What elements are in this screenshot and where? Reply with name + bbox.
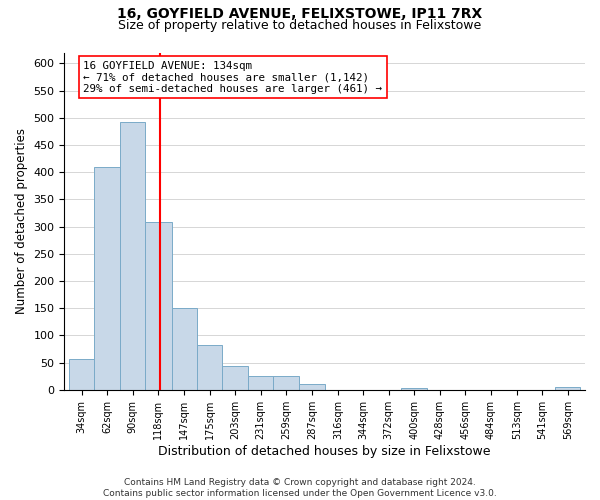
Text: Contains HM Land Registry data © Crown copyright and database right 2024.
Contai: Contains HM Land Registry data © Crown c… [103, 478, 497, 498]
Bar [69, 359, 94, 390]
Bar [248, 376, 274, 390]
Bar [120, 122, 145, 390]
Bar [145, 222, 172, 390]
Y-axis label: Number of detached properties: Number of detached properties [15, 128, 28, 314]
Bar [401, 388, 427, 390]
Text: 16, GOYFIELD AVENUE, FELIXSTOWE, IP11 7RX: 16, GOYFIELD AVENUE, FELIXSTOWE, IP11 7R… [118, 8, 482, 22]
Bar [172, 308, 197, 390]
Bar [197, 345, 223, 390]
Bar [555, 387, 580, 390]
Bar [299, 384, 325, 390]
Text: 16 GOYFIELD AVENUE: 134sqm
← 71% of detached houses are smaller (1,142)
29% of s: 16 GOYFIELD AVENUE: 134sqm ← 71% of deta… [83, 60, 382, 94]
X-axis label: Distribution of detached houses by size in Felixstowe: Distribution of detached houses by size … [158, 444, 491, 458]
Bar [94, 167, 120, 390]
Bar [223, 366, 248, 390]
Text: Size of property relative to detached houses in Felixstowe: Size of property relative to detached ho… [118, 18, 482, 32]
Bar [274, 376, 299, 390]
